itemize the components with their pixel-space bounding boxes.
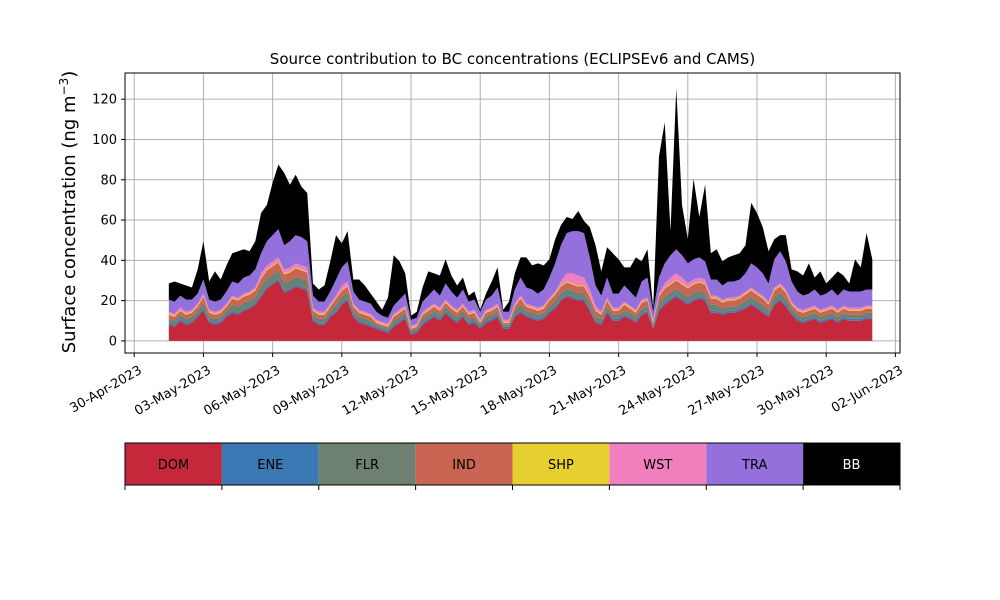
legend-label-bb: BB [843,458,861,473]
y-tick-label: 60 [100,214,117,229]
legend-swatch-bb [803,443,900,485]
legend-swatch-shp [512,443,610,485]
legend-swatch-flr [318,443,416,485]
y-tick-label: 120 [92,93,117,108]
legend-label-flr: FLR [355,458,379,473]
area-series-dom [168,280,873,341]
legend-label-tra: TRA [741,458,767,473]
y-tick-label: 0 [109,334,117,349]
y-axis-label-close: ) [59,71,80,78]
y-tick-label: 20 [100,294,117,309]
legend-label-dom: DOM [158,458,189,473]
legend-label-wst: WST [643,458,672,473]
chart-title: Source contribution to BC concentrations… [270,50,755,68]
legend-swatch-ind [415,443,513,485]
plot-frame [124,72,901,354]
y-axis: 0 20 40 60 80 100 120 [92,93,125,349]
legend-swatch-wst [609,443,707,485]
area-series-bb [168,88,873,320]
legend-label-shp: SHP [548,458,574,473]
y-tick-label: 100 [92,133,117,148]
stacked-areas [168,88,873,341]
area-series-tra [168,229,873,326]
legend-label-ene: ENE [257,458,283,473]
legend-label-ind: IND [452,458,476,473]
y-tick-label: 40 [100,254,117,269]
legend-swatch-ene [221,443,319,485]
y-axis-label-main: Surface concentration (ng m [59,95,80,353]
y-tick-label: 80 [100,173,117,188]
y-axis-label-superscript: −3 [57,78,71,96]
y-axis-label: Surface concentration (ng m−3) [57,71,80,354]
legend-swatch-tra [706,443,804,485]
legend-swatch-dom [125,443,222,485]
legend-bar: DOM ENE FLR IND SHP WST TRA BB [124,442,901,490]
